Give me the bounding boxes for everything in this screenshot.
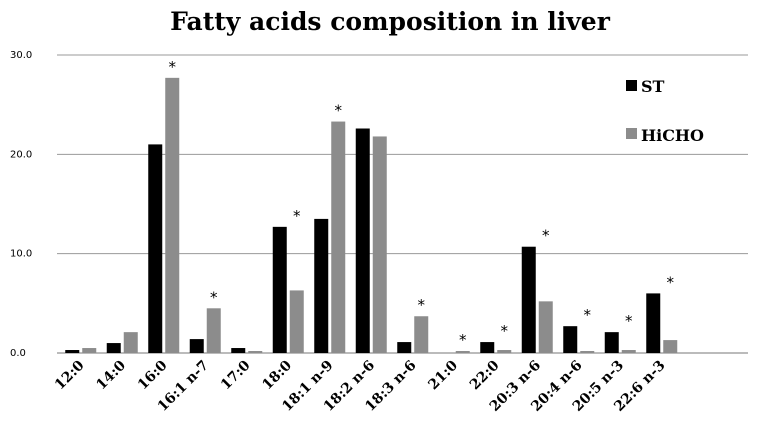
legend-swatch-hicho [626, 128, 637, 139]
significance-star: * [667, 273, 675, 291]
bar-hicho-13 [621, 350, 636, 353]
bar-st-3 [189, 339, 204, 353]
y-tick-label: 20.0 [10, 149, 32, 160]
x-tick-label: 22:0 [467, 357, 503, 393]
significance-star: * [210, 288, 218, 306]
x-tick-label: 17:0 [218, 357, 254, 393]
significance-star: * [169, 58, 177, 76]
x-tick-label: 14:0 [93, 357, 129, 393]
bar-hicho-1 [123, 332, 138, 353]
bar-st-1 [106, 343, 121, 353]
bar-st-14 [646, 293, 661, 353]
x-tick-label: 16:0 [135, 357, 171, 393]
y-tick-label: 0.0 [10, 348, 26, 359]
bar-hicho-6 [331, 121, 346, 353]
y-tick-label: 10.0 [10, 249, 32, 260]
bar-hicho-0 [82, 348, 97, 353]
bar-hicho-2 [165, 77, 180, 353]
significance-star: * [542, 227, 550, 245]
bar-hicho-10 [497, 350, 512, 353]
bar-st-4 [231, 348, 246, 353]
bar-hicho-12 [580, 351, 595, 353]
significance-star: * [625, 312, 633, 330]
x-axis-ticks: 12:0 14:0 16:016:1 n-7 17:0 18:018:1 n-918:2… [52, 357, 669, 414]
chart-title: Fatty acids composition in liver [170, 7, 611, 36]
bar-hicho-3 [206, 308, 221, 353]
bar-hicho-5 [289, 290, 304, 353]
bar-hicho-7 [372, 136, 387, 353]
significance-star: * [501, 322, 509, 340]
bar-st-6 [314, 218, 329, 353]
bars [65, 77, 678, 353]
x-tick-label: 18:0 [259, 357, 295, 393]
x-tick-label: 21:0 [425, 357, 461, 393]
legend-swatch-st [626, 80, 637, 91]
legend-label-st: ST [641, 77, 665, 96]
bar-hicho-8 [414, 316, 429, 353]
significance-markers: * * * * * * * * * * * [169, 58, 675, 349]
bar-hicho-4 [248, 351, 263, 353]
bar-st-11 [521, 246, 536, 353]
bar-st-0 [65, 350, 80, 353]
bar-hicho-9 [455, 351, 470, 353]
bar-hicho-11 [538, 301, 553, 353]
bar-st-5 [272, 226, 287, 353]
significance-star: * [418, 296, 426, 314]
bar-hicho-14 [663, 340, 678, 353]
legend-label-hicho: HiCHO [641, 126, 704, 145]
y-axis-ticks: 0.0 10.0 20.0 30.0 [10, 50, 32, 359]
bar-st-13 [604, 332, 619, 353]
bar-st-10 [480, 342, 495, 353]
bar-st-7 [355, 128, 370, 353]
bar-st-2 [148, 144, 163, 353]
legend: ST HiCHO [626, 77, 704, 145]
significance-star: * [584, 306, 592, 324]
y-tick-label: 30.0 [10, 50, 32, 61]
significance-star: * [459, 331, 467, 349]
bar-st-8 [397, 342, 412, 353]
significance-star: * [293, 207, 301, 225]
x-tick-label: 12:0 [52, 357, 88, 393]
bar-st-12 [563, 326, 578, 353]
significance-star: * [335, 102, 343, 120]
